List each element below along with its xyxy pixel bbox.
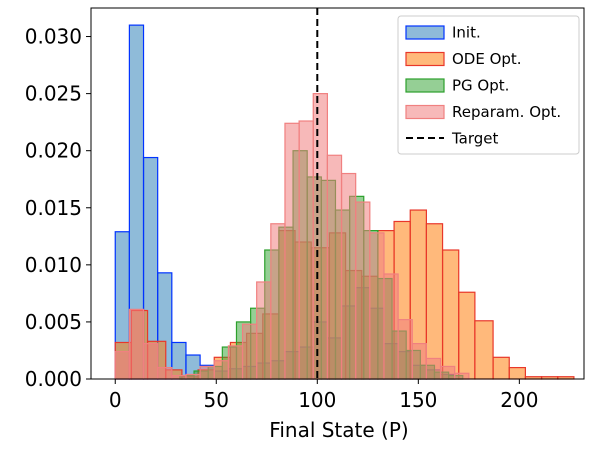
histogram-bar <box>312 93 328 380</box>
y-tick-label: 0.005 <box>25 310 82 334</box>
x-tick-label: 200 <box>500 388 538 412</box>
x-tick-label: 0 <box>109 388 122 412</box>
x-tick-label: 100 <box>298 388 336 412</box>
histogram-bar <box>492 356 510 380</box>
legend-swatch <box>405 78 445 93</box>
legend-swatch <box>405 104 445 120</box>
legend-item: ODE Opt. <box>405 50 522 68</box>
histogram-bar <box>508 366 527 380</box>
histogram-bar <box>128 308 145 380</box>
legend-item: Target <box>406 130 499 148</box>
legend: Init. ODE Opt. PG Opt. Reparam. Opt. Target <box>397 15 580 155</box>
histogram-bar <box>326 154 343 380</box>
axes: 0 50 100 150 200 0.000 0.005 0.010 0.015 0.020 0.0… <box>25 25 539 412</box>
histogram-bar <box>199 365 215 380</box>
legend-item: PG Opt. <box>405 77 509 95</box>
histogram-bar <box>458 291 476 380</box>
histogram-bar <box>425 357 442 380</box>
histogram-bar <box>298 120 314 380</box>
x-tick-label: 50 <box>204 388 229 412</box>
y-tick-label: 0.030 <box>25 25 82 49</box>
legend-box <box>397 15 580 155</box>
histogram-bar <box>256 281 272 380</box>
legend-label: Reparam. Opt. <box>452 103 561 121</box>
histogram-bar <box>439 365 456 380</box>
y-tick-label: 0.020 <box>25 139 82 163</box>
y-tick-label: 0.015 <box>25 196 82 220</box>
y-tick-label: 0.010 <box>25 253 82 277</box>
x-axis-label: Final State (P) <box>269 418 408 442</box>
histogram-bar <box>213 360 229 380</box>
histogram-bar <box>185 373 201 380</box>
histogram-bar <box>284 122 300 380</box>
histogram-bar <box>114 351 130 380</box>
y-tick-label: 0.000 <box>25 367 82 391</box>
legend-swatch <box>405 51 445 67</box>
x-tick-label: 150 <box>399 388 437 412</box>
histogram-bar <box>355 201 371 380</box>
histogram-bar <box>241 323 258 380</box>
histogram-bar <box>474 320 494 380</box>
histogram-bar <box>441 249 460 380</box>
histogram-bar <box>142 343 159 380</box>
y-tick-label: 0.025 <box>25 82 82 106</box>
histogram-bar <box>369 232 385 380</box>
histogram-bar <box>227 345 244 380</box>
histogram-bar <box>383 273 399 380</box>
bars-layer <box>114 24 575 380</box>
legend-label: Target <box>451 130 499 148</box>
histogram-bar <box>157 366 173 380</box>
histogram-bar <box>397 319 413 380</box>
histogram-bar <box>411 343 428 380</box>
plot-frame <box>90 7 585 380</box>
legend-item: Init. <box>405 24 481 42</box>
legend-label: ODE Opt. <box>452 50 522 68</box>
legend-label: Init. <box>452 24 481 42</box>
legend-swatch <box>405 25 445 40</box>
legend-item: Reparam. Opt. <box>405 103 561 121</box>
histogram-bar <box>425 223 444 380</box>
histogram-bar <box>454 372 470 380</box>
histogram-bar <box>270 223 286 380</box>
legend-label: PG Opt. <box>452 77 509 95</box>
histogram-bar <box>171 374 187 380</box>
histogram-bar <box>340 172 357 380</box>
